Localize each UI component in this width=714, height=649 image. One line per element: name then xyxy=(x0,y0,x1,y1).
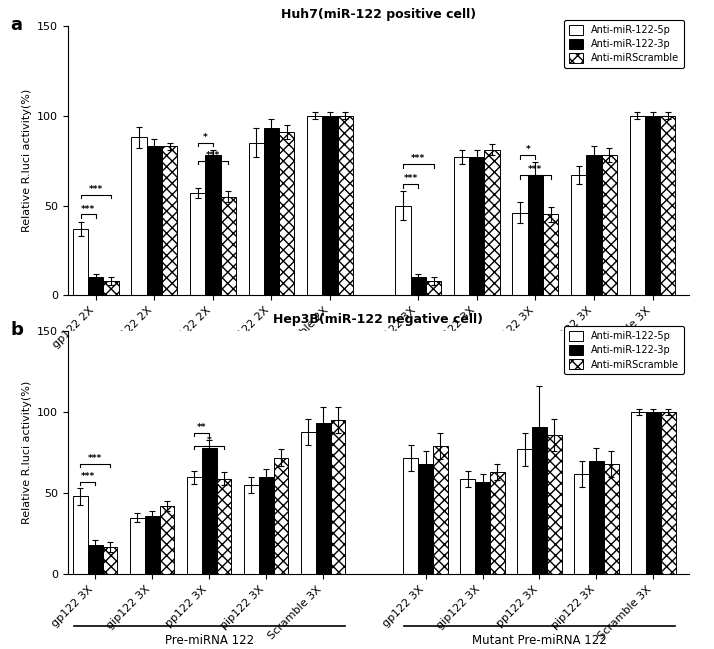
Bar xyxy=(543,214,558,295)
Bar xyxy=(264,129,279,295)
Bar xyxy=(130,518,145,574)
Title: Hep3B(miR-122 negative cell): Hep3B(miR-122 negative cell) xyxy=(273,313,483,326)
Bar xyxy=(316,423,331,574)
Bar xyxy=(88,545,103,574)
Text: ***: *** xyxy=(81,204,96,214)
Bar xyxy=(547,435,562,574)
Bar xyxy=(469,157,485,295)
Bar xyxy=(323,116,338,295)
Text: ***: *** xyxy=(403,174,418,183)
Bar xyxy=(490,472,505,574)
Bar xyxy=(403,458,418,574)
Bar xyxy=(433,447,448,574)
Bar xyxy=(279,132,294,295)
Bar xyxy=(243,485,258,574)
Text: *: * xyxy=(207,436,211,445)
Bar xyxy=(162,146,177,295)
Text: ***: *** xyxy=(88,454,102,463)
Text: Pre-miRNA 122: Pre-miRNA 122 xyxy=(164,635,253,648)
Text: **: ** xyxy=(197,423,206,432)
Text: *: * xyxy=(526,145,531,154)
Bar xyxy=(331,421,346,574)
Bar xyxy=(258,477,273,574)
Bar xyxy=(571,175,586,295)
Bar xyxy=(461,479,475,574)
Title: Huh7(miR-122 positive cell): Huh7(miR-122 positive cell) xyxy=(281,8,476,21)
Text: *: * xyxy=(203,133,208,141)
Bar xyxy=(586,155,602,295)
Bar xyxy=(248,143,264,295)
Bar xyxy=(221,197,236,295)
Y-axis label: Relative R.luci activity(%): Relative R.luci activity(%) xyxy=(21,89,31,232)
Bar xyxy=(661,412,675,574)
Bar xyxy=(147,146,162,295)
Text: ***: *** xyxy=(528,165,543,174)
Bar xyxy=(104,281,119,295)
Text: ***: *** xyxy=(81,472,95,481)
Bar xyxy=(201,448,216,574)
Bar xyxy=(73,229,89,295)
Bar xyxy=(528,175,543,295)
Bar xyxy=(301,432,316,574)
Text: Mutant Pre-miRNA 122: Mutant Pre-miRNA 122 xyxy=(472,635,607,648)
Legend: Anti-miR-122-5p, Anti-miR-122-3p, Anti-miRScramble: Anti-miR-122-5p, Anti-miR-122-3p, Anti-m… xyxy=(564,326,684,374)
Bar xyxy=(513,213,528,295)
Text: ***: *** xyxy=(206,151,220,160)
Bar xyxy=(631,412,646,574)
Text: ***: *** xyxy=(411,154,426,164)
Bar xyxy=(660,116,675,295)
Bar xyxy=(645,116,660,295)
Bar xyxy=(89,277,104,295)
Bar xyxy=(411,277,426,295)
Bar xyxy=(273,458,288,574)
Bar xyxy=(630,116,645,295)
Bar xyxy=(103,546,117,574)
Legend: Anti-miR-122-5p, Anti-miR-122-3p, Anti-miRScramble: Anti-miR-122-5p, Anti-miR-122-3p, Anti-m… xyxy=(564,20,684,68)
Bar xyxy=(396,206,411,295)
Text: a: a xyxy=(11,16,23,34)
Bar xyxy=(159,506,174,574)
Bar xyxy=(532,427,547,574)
Bar xyxy=(190,193,206,295)
Bar xyxy=(517,449,532,574)
Bar xyxy=(426,281,441,295)
Y-axis label: Relative R.luci activity(%): Relative R.luci activity(%) xyxy=(21,381,31,524)
Bar xyxy=(602,155,617,295)
Bar xyxy=(187,477,201,574)
Bar xyxy=(574,474,589,574)
Bar xyxy=(589,461,604,574)
Bar xyxy=(454,157,469,295)
Bar xyxy=(604,464,619,574)
Bar xyxy=(475,482,490,574)
Bar xyxy=(206,155,221,295)
Bar xyxy=(338,116,353,295)
Bar xyxy=(485,150,500,295)
Bar xyxy=(73,496,88,574)
Bar xyxy=(216,479,231,574)
Bar xyxy=(646,412,661,574)
Text: b: b xyxy=(11,321,24,339)
Text: ***: *** xyxy=(89,185,103,194)
Bar xyxy=(145,516,159,574)
Bar xyxy=(131,138,147,295)
Bar xyxy=(418,464,433,574)
Bar xyxy=(307,116,323,295)
